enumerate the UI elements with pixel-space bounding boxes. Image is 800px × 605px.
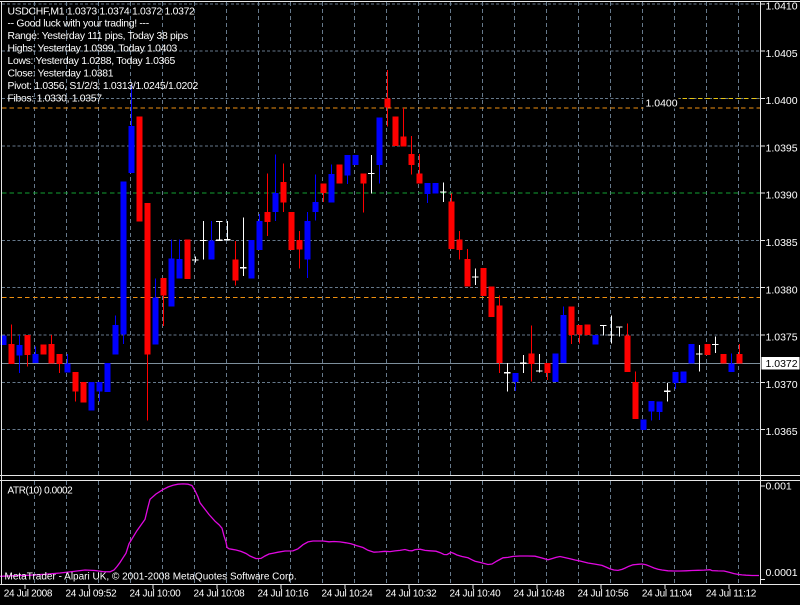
svg-text:24 Jul 11:12: 24 Jul 11:12 bbox=[706, 589, 757, 600]
svg-text:24 Jul 2008: 24 Jul 2008 bbox=[4, 589, 53, 600]
svg-text:24 Jul 10:08: 24 Jul 10:08 bbox=[194, 589, 246, 600]
svg-text:USDCHF,M1 1.0373 1.0374 1.037: USDCHF,M1 1.0373 1.0374 1.0372 1.0372 bbox=[8, 7, 196, 18]
svg-text:0.001: 0.001 bbox=[766, 481, 792, 493]
svg-text:Close: Yesterday 1.0381: Close: Yesterday 1.0381 bbox=[8, 69, 114, 80]
svg-text:1.0375: 1.0375 bbox=[766, 332, 798, 344]
svg-text:Fibos: 1.0330, 1.0357: Fibos: 1.0330, 1.0357 bbox=[8, 94, 103, 105]
svg-text:24 Jul 10:48: 24 Jul 10:48 bbox=[514, 589, 566, 600]
svg-text:1.0370: 1.0370 bbox=[766, 379, 798, 391]
svg-text:24 Jul 10:56: 24 Jul 10:56 bbox=[578, 589, 630, 600]
svg-text:24 Jul 10:16: 24 Jul 10:16 bbox=[258, 589, 310, 600]
svg-text:Highs: Yesterday 1.0399, Today: Highs: Yesterday 1.0399, Today 1.0403 bbox=[8, 43, 178, 54]
svg-text:Lows: Yesterday 1.0288, Today: Lows: Yesterday 1.0288, Today 1.0365 bbox=[8, 56, 176, 67]
svg-text:24 Jul 11:04: 24 Jul 11:04 bbox=[642, 589, 693, 600]
svg-text:MetaTrader - Alpari UK, © 2001: MetaTrader - Alpari UK, © 2001-2008 Meta… bbox=[5, 572, 297, 583]
svg-text:1.0390: 1.0390 bbox=[766, 190, 798, 202]
svg-text:1.0385: 1.0385 bbox=[766, 237, 798, 249]
svg-text:-- Good luck with your trading: -- Good luck with your trading! --- bbox=[8, 18, 149, 29]
svg-text:1.0400: 1.0400 bbox=[646, 97, 678, 109]
svg-text:ATR(10) 0.0002: ATR(10) 0.0002 bbox=[8, 486, 74, 497]
svg-text:24 Jul 09:52: 24 Jul 09:52 bbox=[66, 589, 118, 600]
svg-text:1.0400: 1.0400 bbox=[766, 95, 798, 107]
svg-text:24 Jul 10:00: 24 Jul 10:00 bbox=[130, 589, 182, 600]
svg-text:24 Jul 10:40: 24 Jul 10:40 bbox=[450, 589, 502, 600]
svg-text:1.0380: 1.0380 bbox=[766, 284, 798, 296]
svg-text:Pivot: 1.0356, S1/2/3: 1.0313/: Pivot: 1.0356, S1/2/3: 1.0313/1.0245/1.0… bbox=[8, 81, 199, 92]
svg-text:1.0405: 1.0405 bbox=[766, 48, 798, 60]
svg-text:1.0410: 1.0410 bbox=[766, 1, 798, 13]
svg-text:1.0372: 1.0372 bbox=[766, 358, 798, 370]
svg-text:0.0001: 0.0001 bbox=[766, 567, 798, 579]
svg-text:1.0395: 1.0395 bbox=[766, 142, 798, 154]
svg-text:1.0365: 1.0365 bbox=[766, 426, 798, 438]
svg-text:24 Jul 10:32: 24 Jul 10:32 bbox=[386, 589, 438, 600]
svg-text:Range: Yesterday 111 pips, Tod: Range: Yesterday 111 pips, Today 38 pips bbox=[8, 31, 188, 42]
svg-text:24 Jul 10:24: 24 Jul 10:24 bbox=[322, 589, 374, 600]
